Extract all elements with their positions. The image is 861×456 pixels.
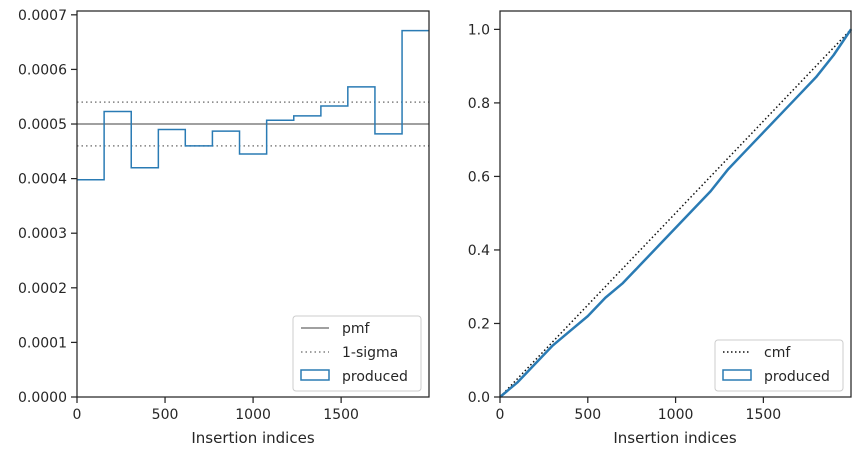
y-tick-label: 0.0 [468,390,490,406]
produced-bin-4 [185,146,212,397]
y-tick-label: 0.0005 [18,117,67,133]
y-tick-label: 0.0006 [18,62,67,78]
cumulative-x-axis-label: Insertion indices [613,429,736,447]
x-tick-label: 1500 [746,407,782,423]
x-tick-label: 1000 [658,407,694,423]
x-tick-label: 0 [496,407,505,423]
y-tick-label: 0.0003 [18,226,67,242]
cumulative-legend: cmf produced [714,339,844,392]
produced-cumulative-point [604,296,607,299]
y-tick-label: 0.6 [468,169,490,185]
cumulative-x-ticks: 0 500 1000 1500 [496,397,782,423]
histogram-y-ticks: 0.0000 0.0001 0.0002 0.0003 0.0004 0.0005 0.00… [18,8,77,406]
histogram-x-ticks: 0 500 1000 1500 [73,397,359,423]
legend-cmf-label: cmf [764,345,791,361]
produced-cumulative-point [745,149,747,152]
legend-produced-cmf-swatch [722,369,752,381]
produced-bin-2 [131,168,158,397]
x-tick-label: 500 [152,407,179,423]
produced-histogram-series [77,29,429,181]
y-tick-label: 0.8 [468,96,490,112]
legend-produced-swatch [300,369,330,381]
produced-bin-6 [240,154,267,397]
y-tick-label: 0.2 [468,316,490,332]
histogram-legend: pmf 1-sigma produced [292,315,422,392]
y-tick-label: 0.4 [468,243,490,259]
produced-bin-7 [267,120,294,397]
produced-bin-0 [77,180,104,397]
legend-sigma-label: 1-sigma [342,345,398,361]
produced-bin-3 [158,129,185,397]
legend-produced-cmf-label: produced [764,369,830,385]
produced-cumulative-point [674,227,677,229]
histogram-marks [77,29,429,397]
produced-cumulative-point [692,208,694,211]
produced-cumulative-point [727,168,730,170]
produced-cumulative-point [639,263,642,266]
cumulative-marks [499,28,853,398]
produced-bin-5 [212,131,239,397]
produced-cumulative-point [551,344,554,347]
legend-pmf-label: pmf [342,321,371,337]
cumulative-y-ticks: 0.0 0.2 0.4 0.6 0.8 1.0 [468,22,500,406]
produced-cumulative-point [569,330,572,332]
y-tick-label: 1.0 [468,22,490,38]
produced-bin-1 [104,111,131,397]
cumulative-frame [499,10,852,398]
legend-produced-label: produced [342,369,408,385]
produced-cumulative-point [516,381,519,384]
produced-cumulative-point [780,113,782,115]
y-tick-label: 0.0007 [18,8,67,24]
x-tick-label: 1500 [323,407,359,423]
histogram-x-axis-label: Insertion indices [191,429,314,447]
y-tick-label: 0.0000 [18,390,67,406]
produced-cumulative-point [832,54,835,56]
produced-cumulative-point [797,94,800,97]
histogram-panel: 0 500 1000 1500 0.00000.00010.00020.00030.0… [18,8,430,447]
produced-cumulative-point [622,282,624,284]
produced-cumulative-point [534,363,536,365]
x-tick-label: 1000 [235,407,271,423]
produced-cumulative-point [815,76,817,78]
y-tick-label: 0.0001 [18,335,67,351]
produced-cumulative-point [762,131,765,134]
histogram-legend-box [292,315,422,392]
x-tick-label: 500 [574,407,601,423]
y-tick-label: 0.0004 [18,172,67,188]
x-tick-label: 0 [73,407,82,423]
produced-cumulative-point [709,190,712,192]
cmf-line [499,28,852,398]
produced-cumulative-point [586,315,589,317]
cumulative-panel: 0 500 1000 1500 0.0 0.2 0.4 0.6 0.8 1.0 Insertio… [468,10,853,447]
y-tick-label: 0.0002 [18,281,67,297]
produced-cumulative-point [657,245,659,248]
